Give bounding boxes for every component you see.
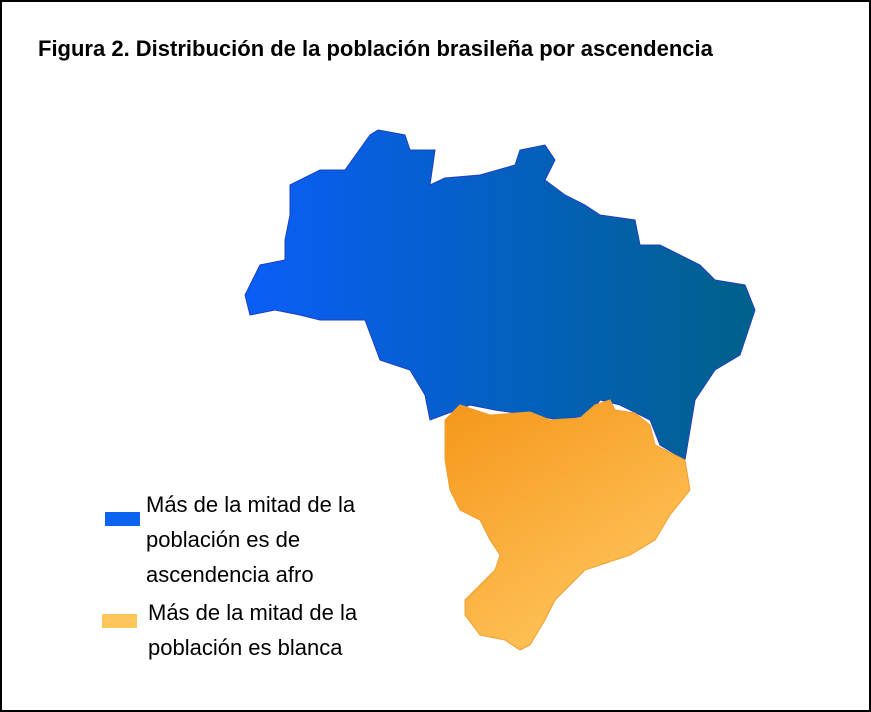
legend: Más de la mitad de la población es de asce… (102, 492, 358, 660)
region-afro (244, 129, 756, 461)
legend-label: población es de (146, 527, 300, 552)
region-white (444, 399, 691, 651)
legend-swatch (102, 614, 137, 628)
legend-label: Más de la mitad de la (148, 600, 358, 625)
legend-label: Más de la mitad de la (146, 492, 356, 517)
legend-label: población es blanca (148, 635, 343, 660)
legend-label: ascendencia afro (146, 562, 314, 587)
title: Figura 2. Distribución de la población b… (38, 36, 714, 61)
legend-swatch (105, 512, 140, 526)
